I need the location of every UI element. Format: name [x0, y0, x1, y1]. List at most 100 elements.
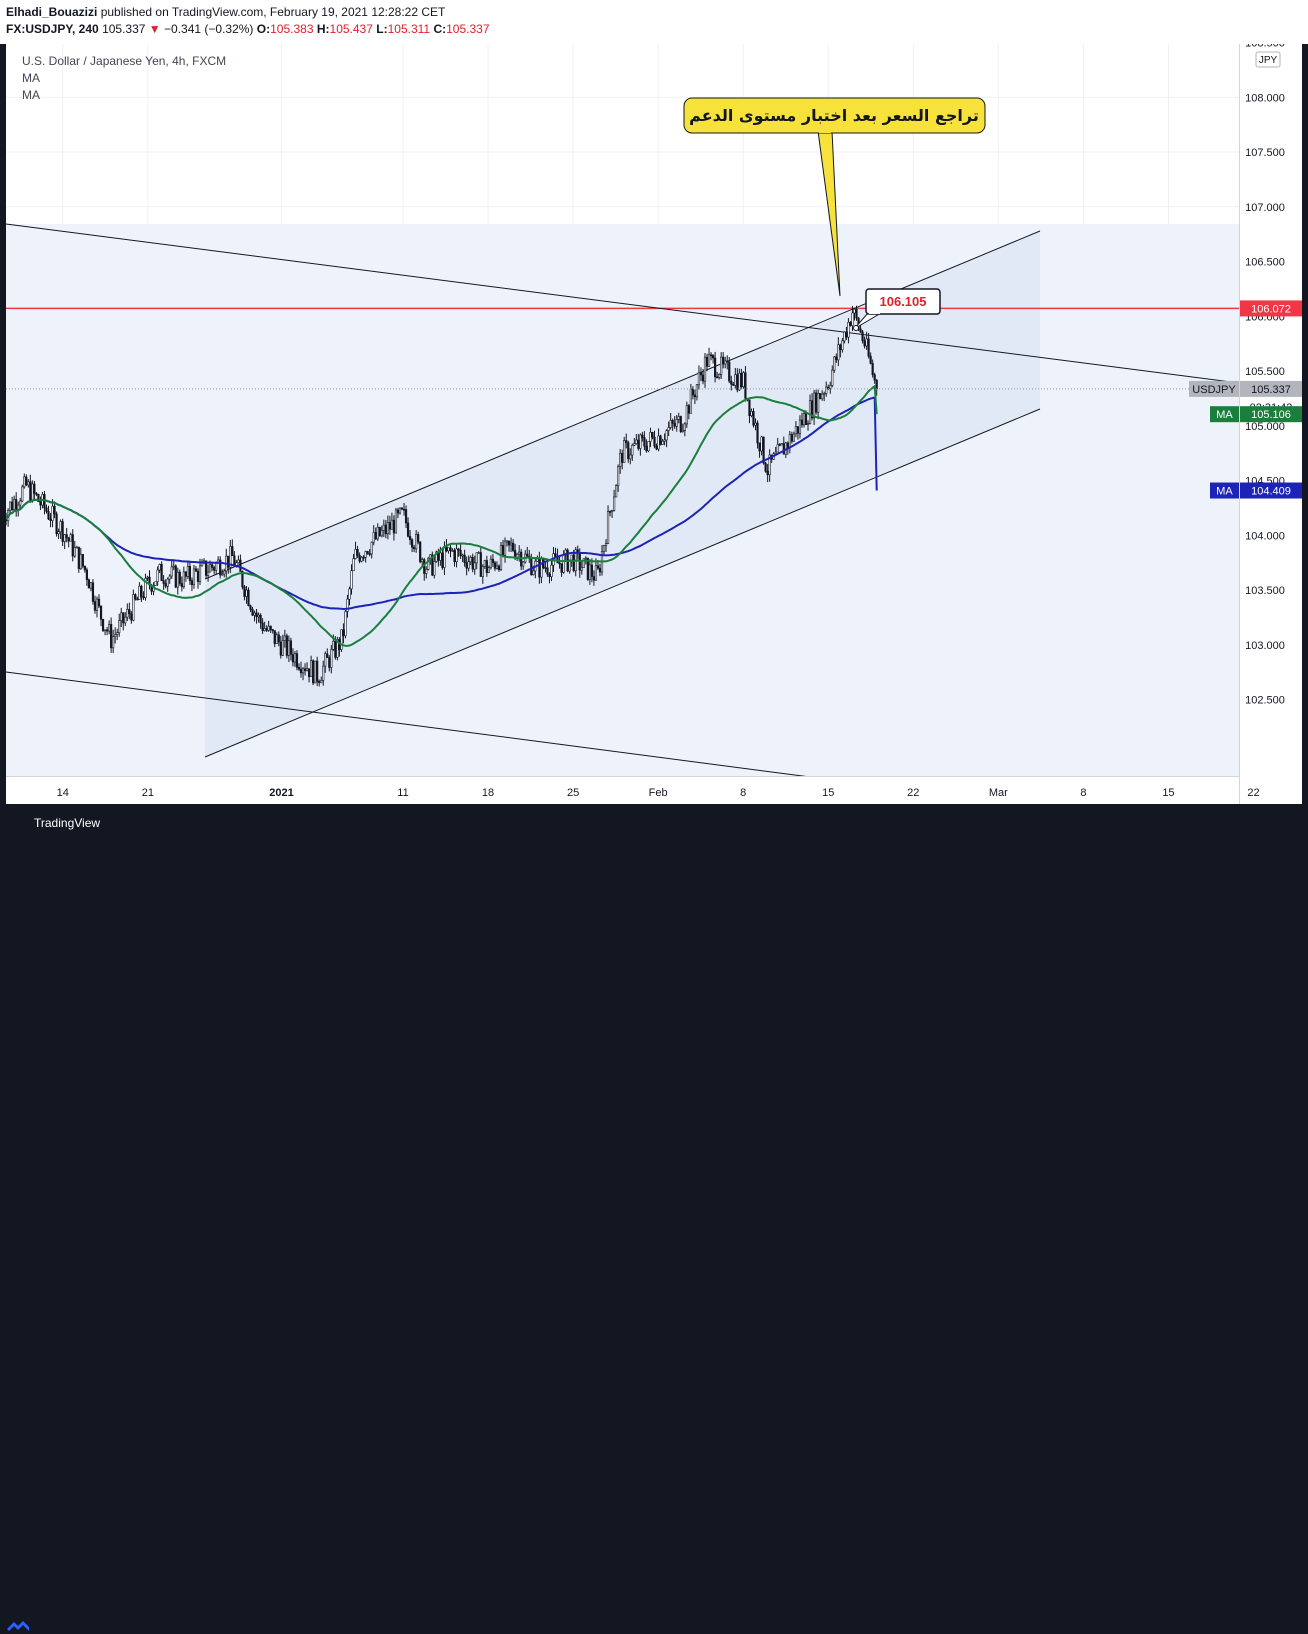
candle-body [798, 419, 802, 434]
candle-body [83, 565, 86, 571]
candle-body [716, 376, 719, 379]
candle-body [380, 530, 383, 537]
candle-body [532, 570, 535, 575]
moving-average-fast[interactable] [6, 384, 878, 647]
candle-body [722, 356, 725, 365]
footer [0, 804, 1308, 1631]
candle-body [23, 476, 26, 488]
candle-body [823, 393, 826, 395]
candle-body [526, 553, 529, 557]
descending-trendline-lower[interactable] [6, 671, 1239, 804]
candle-body [394, 509, 398, 534]
candle-body [61, 521, 64, 542]
candle-body [253, 612, 256, 616]
candle-body [198, 565, 202, 582]
candle-body [810, 400, 814, 419]
candle-body [358, 554, 361, 562]
candle-body [667, 427, 670, 431]
candle-body [372, 532, 375, 543]
candle-body [679, 416, 682, 432]
price-label-annotation[interactable]: 106.105 [853, 288, 941, 331]
chart-legend-title[interactable]: U.S. Dollar / Japanese Yen, 4h, FXCM [22, 54, 227, 68]
candle-body [538, 558, 541, 578]
candle-body [93, 601, 97, 611]
candle-body [487, 567, 490, 573]
candle-body [344, 611, 347, 637]
candle-body [21, 486, 24, 502]
candle-body [47, 511, 50, 520]
candle-body [336, 639, 339, 658]
candle-body [714, 357, 717, 378]
ma-fast-value-tag-box [1240, 406, 1302, 423]
candle-body [610, 510, 614, 512]
price-tick-label: 108.500 [1245, 44, 1285, 50]
candle-body [265, 628, 268, 631]
candle-body [467, 561, 470, 569]
candle-body [457, 548, 460, 551]
tradingview-logo-icon[interactable] [6, 1618, 30, 1634]
candle-body [388, 522, 391, 530]
date-tick-label: 8 [740, 787, 746, 799]
currency-badge[interactable] [1255, 51, 1281, 68]
candle-body [386, 522, 389, 535]
tradingview-brand[interactable]: TradingView [34, 816, 101, 830]
candle-body [546, 567, 549, 575]
chart-area[interactable]: تراجع السعر بعد اختبار مستوى الدعم 106.10… [6, 44, 1302, 804]
candle-body [724, 360, 727, 365]
candle-body [136, 598, 139, 601]
candle-body [255, 612, 258, 618]
candle-body [766, 470, 769, 476]
candle-body [786, 442, 789, 448]
candle-body [374, 532, 377, 540]
candle-body [172, 565, 175, 568]
legend-ma-1[interactable]: MA [22, 71, 40, 85]
candle-body [580, 567, 583, 571]
candle-body [334, 641, 337, 658]
candle-body [425, 569, 428, 574]
publisher-name[interactable]: Elhadi_Bouazizi [6, 5, 98, 19]
candle-body [701, 374, 705, 382]
published-text: published on TradingView.com, February 1… [100, 5, 446, 19]
candle-body [613, 496, 616, 511]
price-tick-label: 102.500 [1245, 695, 1285, 707]
candle-body [762, 436, 765, 464]
candle-body [703, 356, 707, 382]
candle-body [257, 614, 260, 618]
moving-average-slow[interactable] [6, 396, 878, 610]
candle-body [833, 356, 836, 371]
candle-body [683, 423, 686, 431]
candle-body [647, 441, 650, 452]
rising-channel-lower[interactable] [204, 408, 1041, 758]
candle-body [608, 511, 612, 513]
candle-body [740, 372, 743, 387]
candle-body [360, 556, 363, 562]
candle-body [85, 569, 88, 581]
candle-body [871, 363, 874, 376]
candle-body [392, 519, 396, 534]
candle-body [411, 539, 414, 548]
candle-body [166, 578, 169, 587]
candle-body [326, 653, 329, 658]
candle-body [564, 549, 567, 556]
candle-body [182, 571, 185, 588]
candle-body [301, 668, 305, 674]
candle-body [307, 668, 311, 677]
date-tick-label: 8 [1080, 787, 1086, 799]
time-axis[interactable] [6, 776, 1239, 804]
price-axis[interactable] [1239, 44, 1302, 804]
legend-ma-2[interactable]: MA [22, 88, 40, 102]
symbol-label[interactable]: FX:USDJPY, 240 [6, 22, 99, 36]
candle-body [849, 322, 852, 326]
price-tick-label: 105.500 [1245, 366, 1285, 378]
candle-body [31, 483, 34, 502]
price-tick-label: 107.000 [1245, 202, 1285, 214]
price-chart[interactable]: تراجع السعر بعد اختبار مستوى الدعم 106.10… [6, 44, 1302, 804]
candle-body [677, 416, 680, 420]
candle-body [792, 433, 795, 442]
callout-annotation[interactable]: تراجع السعر بعد اختبار مستوى الدعم [683, 97, 986, 297]
candle-body [718, 373, 721, 378]
candle-body [283, 635, 286, 641]
candle-body [863, 340, 866, 347]
descending-trendline-upper[interactable] [6, 223, 1239, 384]
candle-body [427, 558, 430, 570]
